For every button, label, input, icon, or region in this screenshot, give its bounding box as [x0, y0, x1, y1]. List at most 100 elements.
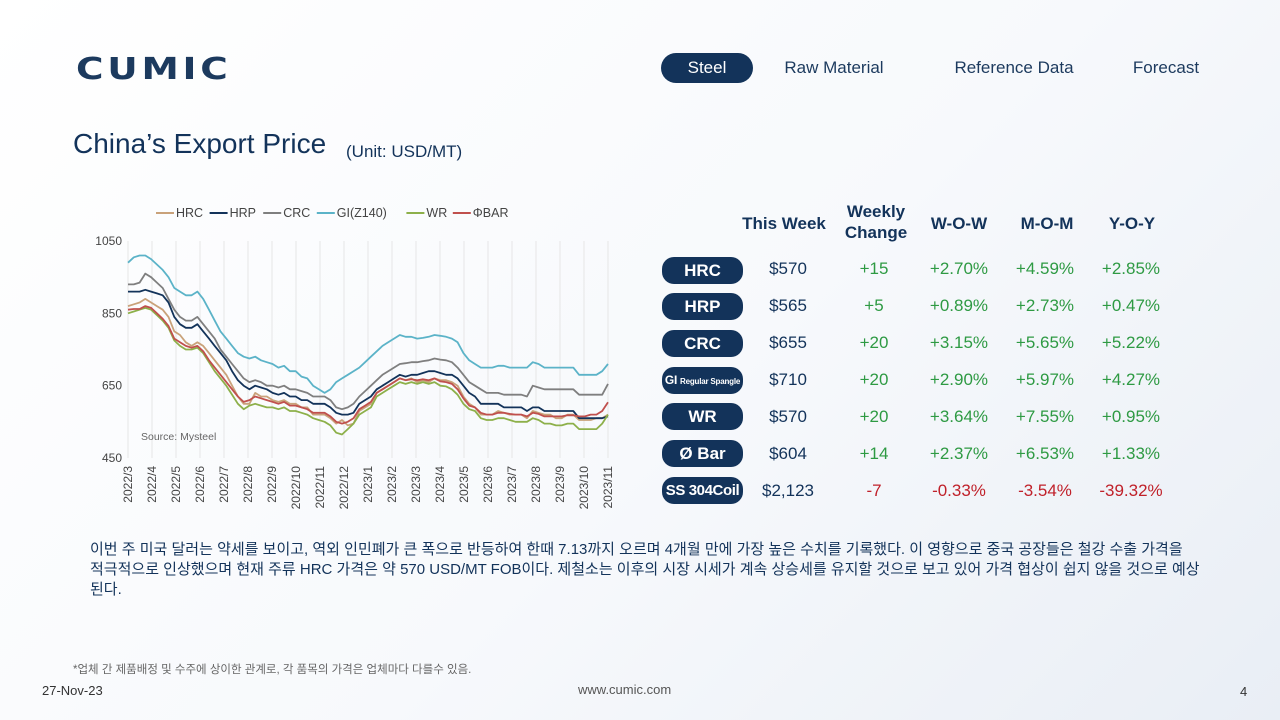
legend-label: GI(Z140) [337, 206, 387, 220]
x-tick-label: 2023/6 [481, 466, 495, 503]
change-cell: +20 [859, 370, 889, 389]
wow-cell: +2.90% [929, 370, 989, 389]
change-cell: -7 [866, 481, 882, 500]
x-tick-label: 2022/7 [217, 466, 231, 503]
x-tick-label: 2022/8 [241, 466, 255, 503]
x-tick-label: 2023/8 [529, 466, 543, 503]
x-tick-label: 2023/3 [409, 466, 423, 503]
x-tick-label: 2023/10 [577, 466, 591, 510]
x-tick-label: 2022/6 [193, 466, 207, 503]
series-line-bar [127, 305, 609, 425]
header-weekly-change-line2: Change [844, 223, 908, 242]
x-tick-label: 2023/11 [601, 466, 615, 509]
product-badge-gi-label: GI [664, 373, 678, 387]
wow-cell: +3.64% [929, 407, 989, 426]
x-tick-label: 2023/9 [553, 466, 567, 503]
mom-cell: +2.73% [1015, 296, 1075, 315]
product-badge-gi-sublabel: Regular Spangle [680, 377, 741, 386]
series-line-wr [127, 307, 609, 436]
price-cell: $565 [769, 296, 807, 315]
nav-tab-steel[interactable]: Steel [661, 53, 753, 83]
chart-source-note: Source: Mysteel [141, 431, 216, 443]
change-cell: +20 [859, 407, 889, 426]
x-tick-label: 2023/7 [505, 466, 519, 503]
mom-cell: +7.55% [1015, 407, 1075, 426]
yoy-cell: +5.22% [1101, 333, 1161, 352]
price-cell: $604 [769, 444, 807, 463]
y-tick-label: 850 [102, 306, 122, 320]
product-badge-gi: GI Regular Spangle [662, 367, 743, 394]
x-tick-label: 2022/5 [169, 466, 183, 503]
yoy-cell: +4.27% [1101, 370, 1161, 389]
nav-tab-reference-data[interactable]: Reference Data [954, 58, 1074, 77]
page-title: China’s Export Price [73, 128, 327, 159]
x-tick-label: 2022/12 [337, 466, 351, 510]
header-wow: W-O-W [930, 214, 988, 233]
wow-cell: +2.37% [929, 444, 989, 463]
change-cell: +5 [864, 296, 884, 315]
change-cell: +15 [859, 259, 889, 278]
nav-tab-raw-material[interactable]: Raw Material [784, 58, 884, 77]
x-tick-label: 2023/1 [361, 466, 375, 503]
footer-date: 27-Nov-23 [42, 683, 103, 698]
mom-cell: +5.65% [1015, 333, 1075, 352]
x-tick-label: 2022/9 [265, 466, 279, 503]
x-tick-label: 2022/11 [313, 466, 327, 509]
price-cell: $570 [769, 259, 807, 278]
yoy-cell: +2.85% [1101, 259, 1161, 278]
product-badge-wr: WR [662, 403, 743, 430]
y-tick-label: 450 [102, 451, 122, 465]
wow-cell: +3.15% [929, 333, 989, 352]
series-line-giz140 [127, 254, 609, 394]
header-this-week: This Week [742, 214, 826, 233]
product-badge-hrp: HRP [662, 293, 743, 320]
legend-label: CRC [283, 206, 310, 220]
product-badge-hrc: HRC [662, 257, 743, 284]
series-line-hrc [127, 298, 609, 427]
legend-label: HRP [230, 206, 256, 220]
legend-label: ΦBAR [473, 206, 509, 220]
market-commentary: 이번 주 미국 달러는 약세를 보이고, 역외 인민폐가 큰 폭으로 반등하여 … [90, 541, 1200, 598]
yoy-cell: -39.32% [1099, 481, 1163, 500]
series-line-hrp [128, 288, 609, 420]
header-weekly-change: Weekly Change [838, 201, 914, 243]
yoy-cell: +0.47% [1101, 296, 1161, 315]
y-tick-label: 1050 [95, 234, 122, 248]
x-tick-label: 2022/3 [121, 466, 135, 503]
export-price-line-chart: 450 650 850 1050 2022/3 2022/4 2022/5 2022/6 202… [95, 206, 615, 510]
wow-cell: +2.70% [929, 259, 989, 278]
price-cell: $710 [769, 370, 807, 389]
mom-cell: -3.54% [1018, 481, 1072, 500]
price-cell: $2,123 [762, 481, 814, 500]
header-yoy: Y-O-Y [1108, 214, 1156, 233]
cumic-logo: CUMIC [76, 52, 232, 87]
header-weekly-change-line1: Weekly [846, 202, 906, 221]
nav-tab-forecast[interactable]: Forecast [1132, 58, 1200, 77]
page-number: 4 [1240, 684, 1248, 699]
product-badge-ss304coil: SS 304Coil [662, 477, 743, 504]
price-cell: $570 [769, 407, 807, 426]
mom-cell: +4.59% [1015, 259, 1075, 278]
product-badge-bar: Ø Bar [662, 440, 743, 467]
series-line-crc [128, 272, 609, 411]
yoy-cell: +0.95% [1101, 407, 1161, 426]
mom-cell: +6.53% [1015, 444, 1075, 463]
footer-url[interactable]: www.cumic.com [578, 682, 672, 697]
yoy-cell: +1.33% [1101, 444, 1161, 463]
unit-label: (Unit: USD/MT) [346, 142, 463, 161]
x-tick-label: 2023/4 [433, 466, 447, 503]
x-tick-label: 2023/5 [457, 466, 471, 503]
wow-cell: +0.89% [929, 296, 989, 315]
mom-cell: +5.97% [1015, 370, 1075, 389]
change-cell: +14 [859, 444, 889, 463]
x-tick-label: 2022/4 [145, 466, 159, 503]
price-cell: $655 [769, 333, 807, 352]
footnote: *업체 간 제품배정 및 수주에 상이한 관계로, 각 품목의 가격은 업체마다… [73, 664, 472, 676]
y-tick-label: 650 [102, 379, 122, 393]
change-cell: +20 [859, 333, 889, 352]
x-tick-label: 2023/2 [385, 466, 399, 503]
x-tick-label: 2022/10 [289, 466, 303, 510]
legend-label: HRC [176, 206, 203, 220]
header-mom: M-O-M [1020, 214, 1074, 233]
wow-cell: -0.33% [932, 481, 986, 500]
